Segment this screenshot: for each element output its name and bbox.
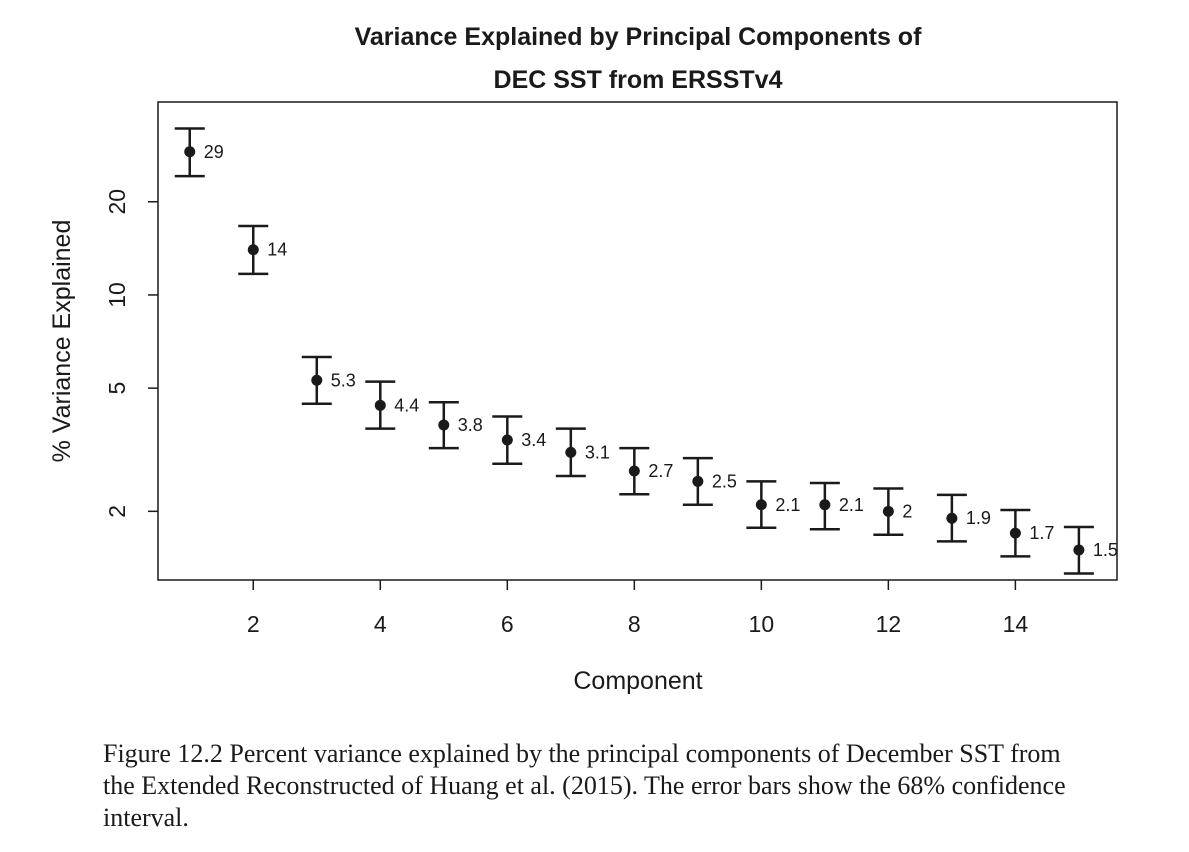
x-tick-label: 10	[749, 611, 775, 637]
data-point	[565, 446, 577, 458]
data-label: 3.8	[458, 415, 483, 435]
y-tick-label: 5	[104, 382, 130, 395]
data-point	[374, 399, 386, 411]
y-tick-label: 20	[104, 189, 130, 215]
data-label: 2.1	[839, 495, 864, 515]
y-axis-title: % Variance Explained	[48, 220, 76, 463]
data-label: 5.3	[331, 370, 356, 390]
data-point	[311, 374, 323, 386]
data-point	[501, 434, 513, 446]
figure-caption: Figure 12.2 Percent variance explained b…	[103, 739, 1066, 832]
data-label: 1.9	[966, 508, 991, 528]
y-tick-label: 10	[104, 282, 130, 308]
data-label: 2.1	[775, 495, 800, 515]
data-point	[1073, 544, 1085, 556]
data-label: 29	[204, 142, 224, 162]
x-tick-label: 6	[501, 611, 514, 637]
data-point	[628, 465, 640, 477]
data-label: 14	[267, 240, 287, 260]
data-label: 2	[902, 501, 912, 521]
x-tick-label: 12	[876, 611, 902, 637]
data-label: 1.7	[1029, 523, 1054, 543]
chart-title-line: DEC SST from ERSSTv4	[494, 66, 783, 94]
x-tick-label: 8	[628, 611, 641, 637]
chart-title: Variance Explained by Principal Componen…	[355, 23, 922, 94]
data-point	[184, 146, 196, 158]
x-tick-label: 14	[1003, 611, 1029, 637]
plot-frame	[157, 101, 1118, 581]
data-label: 3.4	[521, 430, 546, 450]
data-point	[1009, 527, 1021, 539]
x-axis-title: Component	[573, 667, 702, 695]
chart: Variance Explained by Principal Componen…	[48, 23, 1118, 695]
data-point	[247, 244, 259, 256]
data-label: 2.5	[712, 471, 737, 491]
data-label: 2.7	[648, 461, 673, 481]
data-label: 4.4	[394, 395, 419, 415]
data-label: 3.1	[585, 442, 610, 462]
y-tick-label: 2	[104, 505, 130, 518]
data-point	[946, 512, 958, 524]
data-point	[819, 499, 831, 511]
data-label: 1.5	[1093, 540, 1118, 560]
y-axis: 2 5 10 20	[104, 189, 158, 518]
chart-title-line: Variance Explained by Principal Componen…	[355, 23, 922, 51]
data-point	[755, 499, 767, 511]
data-point	[882, 505, 894, 517]
data-point	[692, 475, 704, 487]
x-tick-label: 2	[247, 611, 260, 637]
data-marks: 29 14 5.3 4.4 3.8 3.4 3.1 2.7 2.5 2.1 2.1 2 1.9 1.7 1.…	[174, 127, 1118, 575]
x-axis: 2 4 6 8 10 12 14	[247, 580, 1029, 637]
x-tick-label: 4	[374, 611, 387, 637]
data-point	[438, 419, 450, 431]
